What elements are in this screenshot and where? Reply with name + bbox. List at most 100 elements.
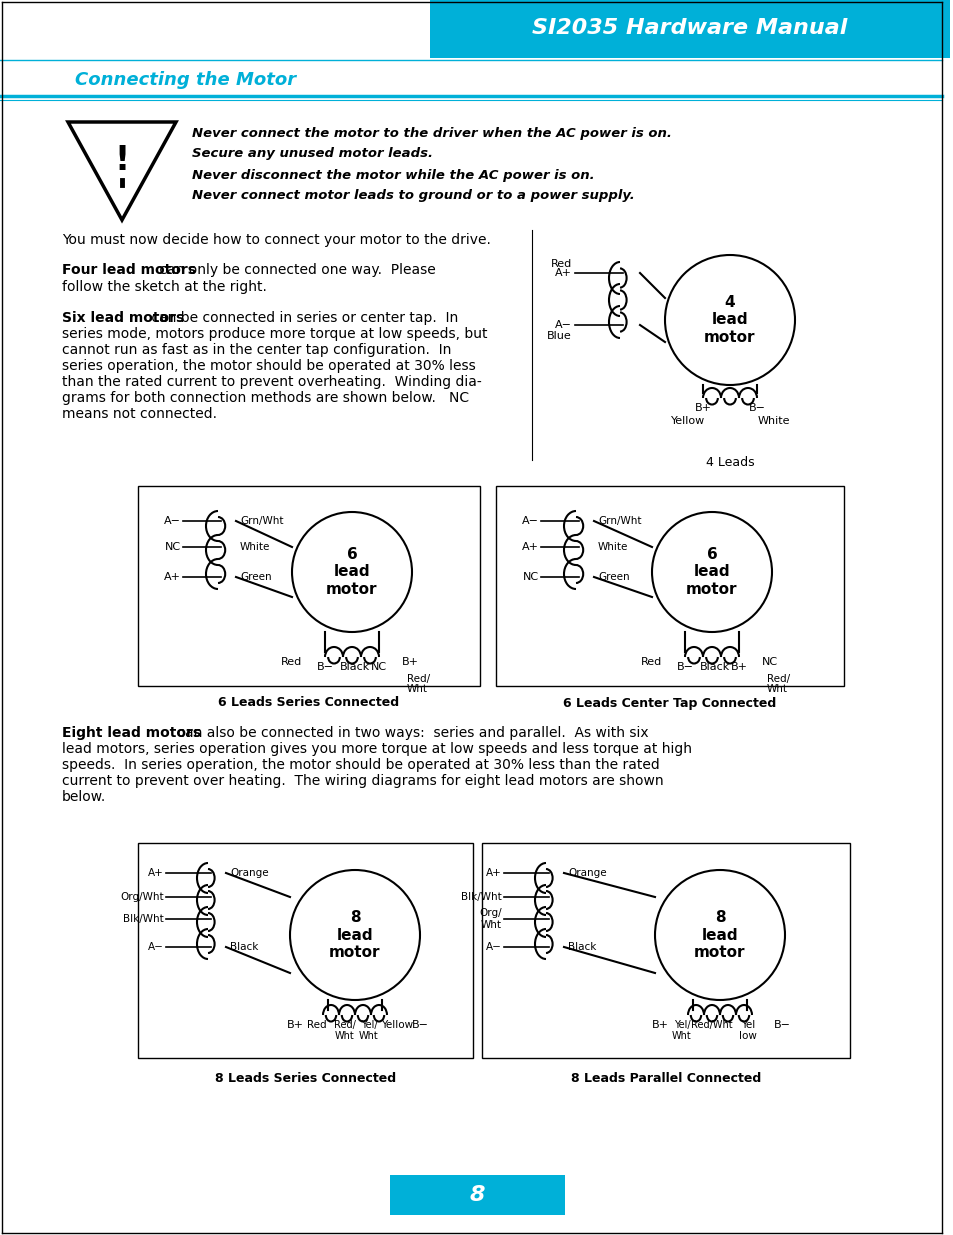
- Bar: [138, 844, 473, 1058]
- Text: Eight lead motors: Eight lead motors: [62, 726, 201, 740]
- Text: means not connected.: means not connected.: [62, 408, 216, 421]
- Text: lead motors, series operation gives you more torque at low speeds and less torqu: lead motors, series operation gives you …: [62, 742, 691, 756]
- Text: Yellow: Yellow: [380, 1020, 413, 1030]
- Text: 6
lead
motor: 6 lead motor: [685, 547, 737, 597]
- Text: can also be connected in two ways:  series and parallel.  As with six: can also be connected in two ways: serie…: [172, 726, 648, 740]
- Text: 6
lead
motor: 6 lead motor: [326, 547, 377, 597]
- Text: Wht: Wht: [358, 1031, 378, 1041]
- Text: Wht: Wht: [766, 684, 787, 694]
- Text: A−: A−: [555, 320, 572, 330]
- Text: B−: B−: [773, 1020, 790, 1030]
- Text: NC: NC: [371, 662, 387, 672]
- Text: 8
lead
motor: 8 lead motor: [694, 910, 745, 960]
- Polygon shape: [68, 122, 175, 220]
- Text: Green: Green: [598, 572, 629, 582]
- Text: Black: Black: [567, 942, 596, 952]
- Text: Yel/: Yel/: [673, 1020, 690, 1030]
- Text: White: White: [757, 416, 789, 426]
- Text: Grn/Wht: Grn/Wht: [598, 516, 640, 526]
- Text: B+: B+: [730, 662, 747, 672]
- Text: speeds.  In series operation, the motor should be operated at 30% less than the : speeds. In series operation, the motor s…: [62, 758, 659, 772]
- Text: White: White: [240, 542, 270, 552]
- Text: 4 Leads: 4 Leads: [705, 456, 754, 468]
- Bar: [481, 844, 849, 1058]
- Text: NC: NC: [165, 542, 181, 552]
- Text: SI2035 Hardware Manual: SI2035 Hardware Manual: [532, 19, 847, 38]
- Text: current to prevent over heating.  The wiring diagrams for eight lead motors are : current to prevent over heating. The wir…: [62, 774, 663, 788]
- Text: follow the sketch at the right.: follow the sketch at the right.: [62, 280, 267, 294]
- Text: Blk/Wht: Blk/Wht: [123, 914, 164, 924]
- Circle shape: [292, 513, 412, 632]
- Text: Six lead motors: Six lead motors: [62, 311, 184, 325]
- Text: B+: B+: [401, 657, 418, 667]
- Text: Yellow: Yellow: [670, 416, 704, 426]
- Text: You must now decide how to connect your motor to the drive.: You must now decide how to connect your …: [62, 233, 491, 247]
- Text: A+: A+: [164, 572, 181, 582]
- Text: Blue: Blue: [547, 331, 572, 341]
- Text: than the rated current to prevent overheating.  Winding dia-: than the rated current to prevent overhe…: [62, 375, 481, 389]
- Text: B−: B−: [316, 662, 334, 672]
- Text: Red/: Red/: [334, 1020, 355, 1030]
- Text: Black: Black: [339, 662, 370, 672]
- Text: Red: Red: [640, 657, 661, 667]
- Circle shape: [290, 869, 419, 1000]
- Circle shape: [655, 869, 784, 1000]
- Text: B−: B−: [411, 1020, 428, 1030]
- Text: series mode, motors produce more torque at low speeds, but: series mode, motors produce more torque …: [62, 327, 487, 341]
- Text: B+: B+: [286, 1020, 303, 1030]
- Text: 8 Leads Parallel Connected: 8 Leads Parallel Connected: [570, 1072, 760, 1084]
- Text: cannot run as fast as in the center tap configuration.  In: cannot run as fast as in the center tap …: [62, 343, 451, 357]
- Text: Orange: Orange: [230, 868, 269, 878]
- Text: Connecting the Motor: Connecting the Motor: [75, 70, 295, 89]
- Text: can only be connected one way.  Please: can only be connected one way. Please: [154, 263, 436, 277]
- Text: 6 Leads Center Tap Connected: 6 Leads Center Tap Connected: [563, 697, 776, 709]
- Bar: [138, 487, 479, 685]
- Text: Wht: Wht: [672, 1031, 691, 1041]
- Text: Grn/Wht: Grn/Wht: [240, 516, 283, 526]
- Text: NC: NC: [522, 572, 538, 582]
- Text: Yel: Yel: [740, 1020, 755, 1030]
- Text: Red: Red: [280, 657, 302, 667]
- Text: series operation, the motor should be operated at 30% less: series operation, the motor should be op…: [62, 359, 476, 373]
- Bar: [430, 0, 949, 58]
- Text: Org/Wht: Org/Wht: [120, 892, 164, 902]
- Text: Never disconnect the motor while the AC power is on.: Never disconnect the motor while the AC …: [192, 168, 594, 182]
- Text: Red: Red: [307, 1020, 327, 1030]
- Text: grams for both connection methods are shown below.   NC: grams for both connection methods are sh…: [62, 391, 469, 405]
- Text: !: !: [114, 143, 130, 177]
- Text: Wht: Wht: [407, 684, 428, 694]
- Text: Orange: Orange: [567, 868, 606, 878]
- Bar: [390, 1174, 564, 1215]
- Circle shape: [664, 254, 794, 385]
- Text: B−: B−: [748, 403, 764, 412]
- Text: 4
lead
motor: 4 lead motor: [703, 295, 755, 345]
- Text: A+: A+: [148, 868, 164, 878]
- Bar: [496, 487, 843, 685]
- Text: B+: B+: [651, 1020, 668, 1030]
- Text: below.: below.: [62, 790, 106, 804]
- Text: A−: A−: [486, 942, 501, 952]
- Text: Black: Black: [230, 942, 258, 952]
- Text: Yel/: Yel/: [360, 1020, 377, 1030]
- Text: A+: A+: [521, 542, 538, 552]
- Text: A+: A+: [486, 868, 501, 878]
- Text: can be connected in series or center tap.  In: can be connected in series or center tap…: [147, 311, 457, 325]
- Text: Blk/Wht: Blk/Wht: [460, 892, 501, 902]
- Text: Never connect the motor to the driver when the AC power is on.: Never connect the motor to the driver wh…: [192, 126, 671, 140]
- Text: White: White: [598, 542, 628, 552]
- Text: Wht: Wht: [335, 1031, 355, 1041]
- Text: 6 Leads Series Connected: 6 Leads Series Connected: [218, 697, 399, 709]
- Text: A−: A−: [148, 942, 164, 952]
- Text: A−: A−: [164, 516, 181, 526]
- Text: B+: B+: [694, 403, 711, 412]
- Text: Green: Green: [240, 572, 272, 582]
- Text: Red/Wht: Red/Wht: [691, 1020, 732, 1030]
- Circle shape: [651, 513, 771, 632]
- Text: B−: B−: [676, 662, 693, 672]
- Text: Org/
Wht: Org/ Wht: [478, 908, 501, 930]
- Text: NC: NC: [761, 657, 778, 667]
- Text: 8 Leads Series Connected: 8 Leads Series Connected: [214, 1072, 395, 1084]
- Text: 8: 8: [469, 1186, 485, 1205]
- Text: Red/: Red/: [407, 674, 430, 684]
- Text: low: low: [739, 1031, 756, 1041]
